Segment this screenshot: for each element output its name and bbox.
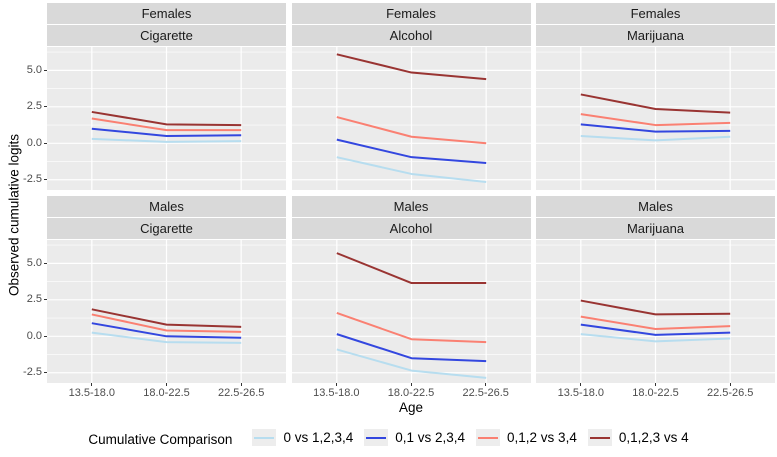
strip-row-label: Males (536, 196, 775, 217)
x-tick-label: 13.5-18.0 (313, 387, 360, 399)
series-line-0-1-2-vs-3-4 (91, 117, 242, 132)
panel-plot-females-alcohol (291, 47, 531, 190)
y-tick-mark (44, 372, 47, 374)
y-tick-label: 0.0 (26, 329, 42, 342)
series-line-0-1-vs-2-3-4 (91, 322, 242, 339)
x-tick-label: 22.5-26.5 (462, 387, 509, 399)
x-tick-mark (729, 383, 731, 386)
panel-plot-males-marijuana (536, 240, 775, 383)
series-line-0-1-vs-2-3-4 (336, 333, 486, 363)
legend: Cumulative Comparison 0 vs 1,2,3,4 0,1 vs… (0, 427, 777, 451)
x-tick-label: 18.0-22.5 (632, 387, 679, 399)
legend-key-swatch (364, 429, 389, 446)
legend-key-line (254, 436, 275, 439)
strip-col-label: Marijuana (536, 218, 775, 239)
series-line-0-1-2-3-vs-4 (580, 299, 731, 316)
x-tick-mark (410, 383, 412, 386)
series-line-0-1-2-3-vs-4 (335, 252, 486, 285)
x-tick-label: 13.5-18.0 (557, 387, 605, 399)
y-axis-title: Observed cumulative logits (6, 133, 22, 297)
legend-title: Cumulative Comparison (88, 431, 233, 447)
y-tick-mark (44, 106, 47, 108)
y-tick-mark (44, 262, 47, 264)
legend-item-label: 0 vs 1,2,3,4 (283, 430, 354, 445)
series-line-0-1-2-3-vs-4 (336, 53, 486, 81)
x-tick-mark (580, 383, 582, 386)
x-tick-mark (240, 383, 242, 386)
series-line-0-1-2-3-vs-4 (91, 308, 242, 328)
y-tick-label: 0.0 (26, 136, 42, 149)
y-tick-mark (44, 179, 47, 181)
series-line-0-1-vs-2-3-4 (580, 123, 731, 133)
series-line-0-1-vs-2-3-4 (580, 323, 731, 336)
y-tick-label: 2.5 (26, 100, 42, 113)
x-tick-label: 22.5-26.5 (706, 387, 754, 399)
x-tick-mark (485, 383, 487, 386)
legend-key-swatch (476, 429, 501, 446)
strip-col-label: Alcohol (291, 25, 531, 46)
legend-key-line (589, 436, 610, 439)
strip-col-label: Cigarette (47, 25, 286, 46)
y-tick-label: 5.0 (26, 63, 42, 76)
x-tick-mark (91, 383, 93, 386)
legend-item: 0,1,2 vs 3,4 (476, 429, 577, 446)
strip-col-label: Alcohol (291, 218, 531, 239)
x-tick-label: 18.0-22.5 (387, 387, 435, 399)
legend-items: 0 vs 1,2,3,4 0,1 vs 2,3,4 0,1,2 vs 3,4 0,1,… (241, 429, 689, 449)
legend-key-swatch (587, 429, 612, 446)
series-line-0-1-2-vs-3-4 (580, 113, 731, 127)
y-tick-label: 5.0 (26, 256, 42, 269)
legend-item: 0 vs 1,2,3,4 (252, 429, 353, 446)
legend-item: 0,1 vs 2,3,4 (364, 429, 465, 446)
strip-row-label: Females (291, 3, 531, 24)
strip-col-label: Cigarette (47, 218, 286, 239)
panel-plot-females-marijuana (536, 47, 775, 190)
y-tick-label: 2.5 (26, 293, 42, 306)
series-line-0-1-vs-2-3-4 (91, 127, 242, 138)
legend-key-line (478, 436, 499, 439)
strip-row-label: Females (47, 3, 286, 24)
x-tick-mark (655, 383, 656, 386)
x-tick-mark (166, 383, 167, 386)
legend-key-line (366, 436, 387, 439)
panel-plot-females-cigarette (47, 47, 286, 190)
x-axis-title: Age (398, 400, 424, 415)
x-tick-mark (335, 383, 337, 386)
strip-row-label: Males (47, 196, 286, 217)
y-tick-mark (44, 69, 47, 71)
series-line-0-1-vs-2-3-4 (336, 138, 486, 165)
series-line-0-1-2-vs-3-4 (91, 313, 242, 333)
x-tick-label: 18.0-22.5 (143, 387, 190, 399)
strip-row-label: Males (291, 196, 531, 217)
panel-plot-males-cigarette (47, 240, 286, 383)
legend-item-label: 0,1,2 vs 3,4 (507, 430, 577, 445)
series-line-0-1-2-vs-3-4 (336, 116, 486, 145)
y-tick-mark (44, 335, 47, 337)
series-line-0-1-2-vs-3-4 (335, 312, 486, 344)
series-line-0-1-2-vs-3-4 (580, 315, 731, 331)
strip-col-label: Marijuana (536, 25, 775, 46)
legend-item: 0,1,2,3 vs 4 (587, 429, 689, 446)
y-tick-label: -2.5 (23, 366, 42, 379)
series-line-0-vs-1-2-3-4 (336, 348, 486, 379)
series-line-0-vs-1-2-3-4 (580, 135, 731, 142)
series-line-0-vs-1-2-3-4 (91, 331, 242, 344)
x-tick-label: 22.5-26.5 (217, 387, 265, 399)
y-tick-mark (44, 142, 47, 144)
strip-row-label: Females (536, 3, 775, 24)
series-line-0-vs-1-2-3-4 (580, 333, 731, 343)
panel-plot-males-alcohol (291, 240, 531, 383)
legend-item-label: 0,1,2,3 vs 4 (618, 430, 689, 445)
legend-item-label: 0,1 vs 2,3,4 (395, 430, 466, 445)
x-tick-label: 13.5-18.0 (68, 387, 116, 399)
y-tick-mark (44, 299, 47, 301)
series-line-0-vs-1-2-3-4 (91, 137, 242, 143)
legend-key-swatch (252, 429, 277, 446)
series-line-0-vs-1-2-3-4 (336, 156, 486, 183)
series-line-0-1-2-3-vs-4 (91, 110, 242, 127)
y-tick-label: -2.5 (23, 173, 42, 186)
series-line-0-1-2-3-vs-4 (580, 93, 731, 114)
